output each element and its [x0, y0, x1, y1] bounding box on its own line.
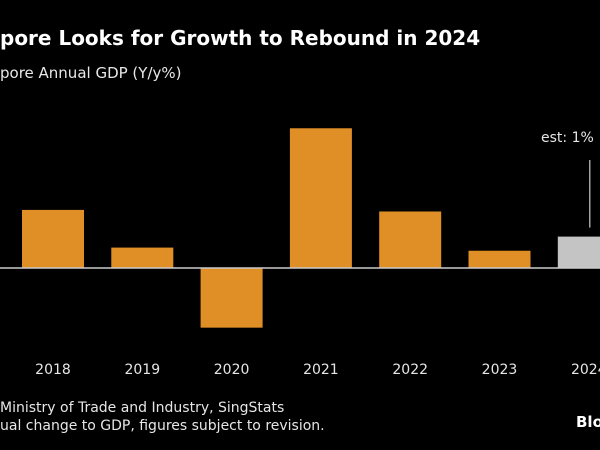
- x-tick-label: 2020: [214, 362, 250, 378]
- bar-2023: [468, 250, 531, 268]
- bar-2019: [111, 247, 174, 268]
- x-tick-label: 2024: [571, 362, 600, 378]
- bar-2021: [289, 128, 352, 268]
- x-tick-label: 2021: [303, 362, 339, 378]
- x-tick-label: 2018: [35, 362, 71, 378]
- footnote: ual change to GDP, figures subject to re…: [0, 418, 325, 434]
- bar-2022: [379, 211, 442, 268]
- x-tick-label: 2022: [392, 362, 428, 378]
- chart-title: pore Looks for Growth to Rebound in 2024: [0, 26, 481, 50]
- x-tick-label: 2019: [124, 362, 160, 378]
- x-tick-label: 2023: [482, 362, 518, 378]
- bar-2018: [22, 209, 84, 268]
- source-note: Ministry of Trade and Industry, SingStat…: [0, 400, 285, 416]
- estimate-annotation: est: 1%: [541, 130, 594, 146]
- bar-2024: [557, 236, 600, 268]
- chart-subtitle: pore Annual GDP (Y/y%): [0, 64, 182, 82]
- bloomberg-logo: Blo: [576, 413, 600, 431]
- bar-2020: [200, 268, 263, 328]
